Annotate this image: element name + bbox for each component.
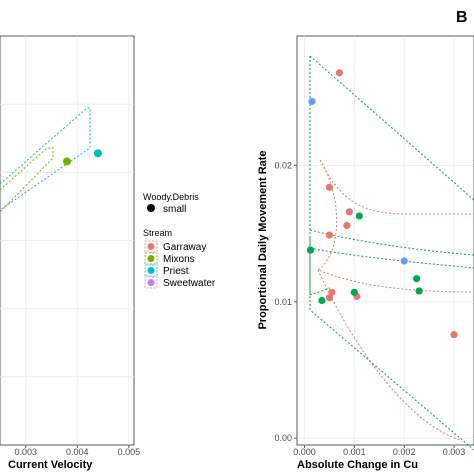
point-mixons bbox=[415, 287, 423, 295]
panel-b-x-tick-label-0-001: 0.001 bbox=[343, 447, 366, 457]
panel-b-x-tick-label-0-003: 0.003 bbox=[443, 447, 466, 457]
legend-woody-symbol bbox=[147, 204, 155, 212]
point-mixons bbox=[306, 246, 315, 254]
legend-key-sweetwater bbox=[147, 279, 155, 286]
panel-a-grid bbox=[0, 36, 134, 445]
point-garraway bbox=[335, 69, 343, 77]
panel-a: 0.003 0.004 0.005 Current Velocity bbox=[0, 35, 141, 471]
point-garraway bbox=[328, 288, 336, 296]
panel-b-points bbox=[306, 69, 458, 339]
panel-b-y-axis-title: Proportional Daily Movement Rate bbox=[257, 150, 269, 329]
point-mixons bbox=[413, 275, 421, 283]
legend-key-box-priest bbox=[144, 264, 158, 277]
point-mixons bbox=[355, 212, 363, 220]
legend-key-mixons bbox=[147, 255, 155, 262]
legend-label-mixons: Mixons bbox=[163, 254, 195, 265]
point-priest bbox=[308, 97, 316, 106]
legend-key-priest bbox=[147, 267, 155, 274]
priest-band bbox=[0, 107, 91, 211]
panel-b-x-tick-label-0-002: 0.002 bbox=[393, 447, 416, 457]
legend-label-sweetwater: Sweetwater bbox=[163, 278, 216, 289]
point-mixons bbox=[63, 157, 71, 166]
legend-key-garraway bbox=[147, 243, 155, 250]
panel-a-tick-label-0-003: 0.003 bbox=[15, 447, 38, 457]
panel-b-y-tick-label-0-02: 0.02 bbox=[274, 161, 292, 171]
panel-a-tick-label-0-005: 0.005 bbox=[118, 447, 141, 457]
panel-a-x-axis-title: Current Velocity bbox=[8, 459, 93, 471]
point-garraway bbox=[325, 231, 334, 239]
legend-woody-title: Woody.Debris bbox=[143, 192, 199, 202]
panel-a-x-ticks: 0.003 0.004 0.005 bbox=[15, 445, 141, 457]
panel-b-y-tick-label-0-00: 0.00 bbox=[274, 433, 292, 443]
mixons-band-b bbox=[309, 229, 474, 296]
legend: Woody.Debris small Stream GarrawayMixons… bbox=[143, 192, 216, 289]
point-garraway bbox=[325, 183, 334, 191]
legend-stream-title: Stream bbox=[143, 228, 172, 238]
point-garraway bbox=[345, 208, 353, 216]
panel-b-x-tick-label-0-000: 0.000 bbox=[293, 447, 316, 457]
panel-b: B 0.000 0.001 0.002 0.003 0.00 0.01 0.02 Prop… bbox=[257, 9, 474, 471]
point-mixons bbox=[318, 296, 326, 305]
panel-b-plot-area bbox=[296, 35, 474, 446]
point-garraway bbox=[343, 221, 351, 230]
panel-a-points bbox=[63, 149, 102, 166]
priest-band-b bbox=[309, 55, 474, 451]
panel-label: B bbox=[456, 9, 468, 26]
panel-b-y-tick-label-0-01: 0.01 bbox=[274, 297, 292, 307]
panel-b-x-axis-title: Absolute Change in Cu bbox=[297, 459, 418, 471]
point-priest bbox=[93, 149, 102, 158]
point-garraway bbox=[450, 330, 458, 339]
panel-a-tick-label-0-004: 0.004 bbox=[66, 447, 89, 457]
garraway-band bbox=[316, 159, 474, 441]
mixons-band bbox=[0, 147, 54, 213]
point-garraway bbox=[325, 294, 334, 302]
legend-key-box-mixons bbox=[144, 252, 158, 265]
panel-a-bands bbox=[0, 107, 91, 213]
panel-b-grid bbox=[297, 36, 474, 445]
legend-key-box-sweetwater bbox=[144, 276, 158, 289]
panel-b-bands bbox=[309, 55, 474, 451]
panel-b-x-ticks: 0.000 0.001 0.002 0.003 bbox=[293, 445, 465, 457]
legend-key-box-garraway bbox=[144, 240, 158, 253]
legend-label-priest: Priest bbox=[163, 266, 189, 277]
legend-label-garraway: Garraway bbox=[163, 242, 206, 253]
panel-b-y-ticks: 0.00 0.01 0.02 bbox=[274, 161, 297, 443]
legend-woody-item: small bbox=[163, 204, 186, 215]
point-priest bbox=[400, 257, 408, 265]
point-mixons bbox=[350, 288, 358, 296]
